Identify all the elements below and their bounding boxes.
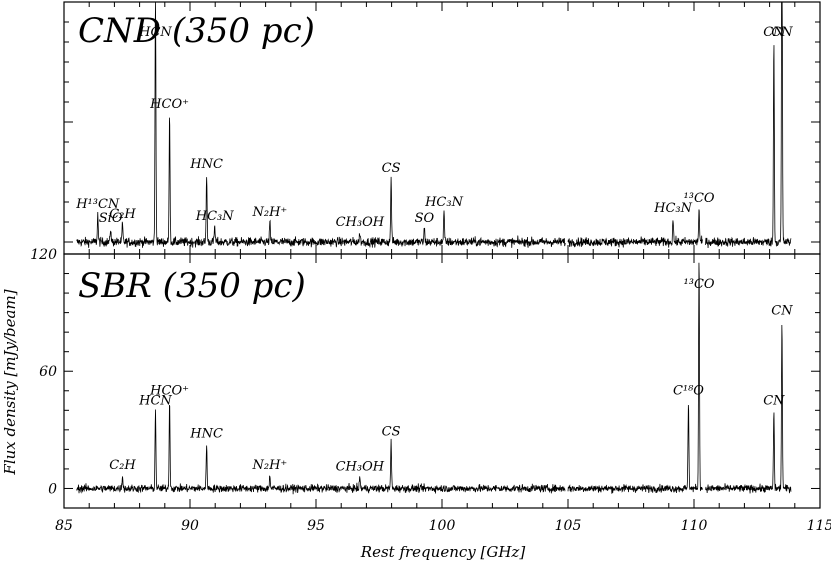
x-tick-label: 105 xyxy=(555,518,582,534)
y-tick-label: 120 xyxy=(30,247,57,263)
panel-sbr-title: SBR (350 pc) xyxy=(78,266,306,306)
line-label-CN: CN xyxy=(763,393,785,408)
line-label-C2H: C₂H xyxy=(109,207,136,222)
line-label-HCN: HCN xyxy=(138,393,172,408)
line-label-C2H: C₂H xyxy=(109,458,136,473)
line-label-CN: CN xyxy=(771,303,793,318)
y-tick-label: 0 xyxy=(48,481,57,497)
panel-cnd-title: CND (350 pc) xyxy=(78,11,315,51)
line-label-CS: CS xyxy=(382,161,401,176)
line-label-HCO+: HCO⁺ xyxy=(149,97,189,112)
panel-cnd-ticks xyxy=(63,1,821,254)
line-label-HC3N: HC₃N xyxy=(424,195,463,210)
line-label-HNC: HNC xyxy=(189,157,223,172)
line-label-HCO+: HCO⁺ xyxy=(149,384,189,399)
spectrum-trace-1 xyxy=(76,262,792,495)
line-label-HC3N: HC₃N xyxy=(195,209,234,224)
line-label-N2H+: N₂H⁺ xyxy=(251,205,287,220)
line-label-13CO: ¹³CO xyxy=(684,191,715,206)
line-label-SiO: SiO xyxy=(99,211,123,226)
y-axis-label: Flux density [mJy/beam] xyxy=(1,289,19,475)
x-tick-label: 110 xyxy=(681,518,708,534)
y-tick-labels: 0 60 120 xyxy=(30,247,57,497)
y-tick-label: 60 xyxy=(39,364,57,380)
line-label-CS: CS xyxy=(382,425,401,440)
spectrum-trace-0 xyxy=(76,1,792,249)
line-label-HNC: HNC xyxy=(189,427,223,442)
line-label-SO: SO xyxy=(415,211,435,226)
x-tick-label: 115 xyxy=(807,518,831,534)
x-axis-label: Rest frequency [GHz] xyxy=(360,543,526,561)
line-label-CN: CN xyxy=(763,25,785,40)
x-tick-label: 90 xyxy=(181,518,199,534)
x-tick-labels: 85 90 95 100 105 110 115 xyxy=(55,518,831,534)
x-tick-label: 100 xyxy=(429,518,456,534)
x-tick-label: 85 xyxy=(55,518,73,534)
line-label-HC3N: HC₃N xyxy=(653,201,692,216)
x-tick-label: 95 xyxy=(307,518,325,534)
panel-sbr-ticks xyxy=(63,253,821,508)
line-label-C18O: C¹⁸O xyxy=(673,384,704,399)
line-label-CH3OH: CH₃OH xyxy=(336,460,385,475)
line-label-H13CN: H¹³CN xyxy=(75,197,120,212)
line-label-CH3OH: CH₃OH xyxy=(336,215,385,230)
line-label-N2H+: N₂H⁺ xyxy=(251,458,287,473)
